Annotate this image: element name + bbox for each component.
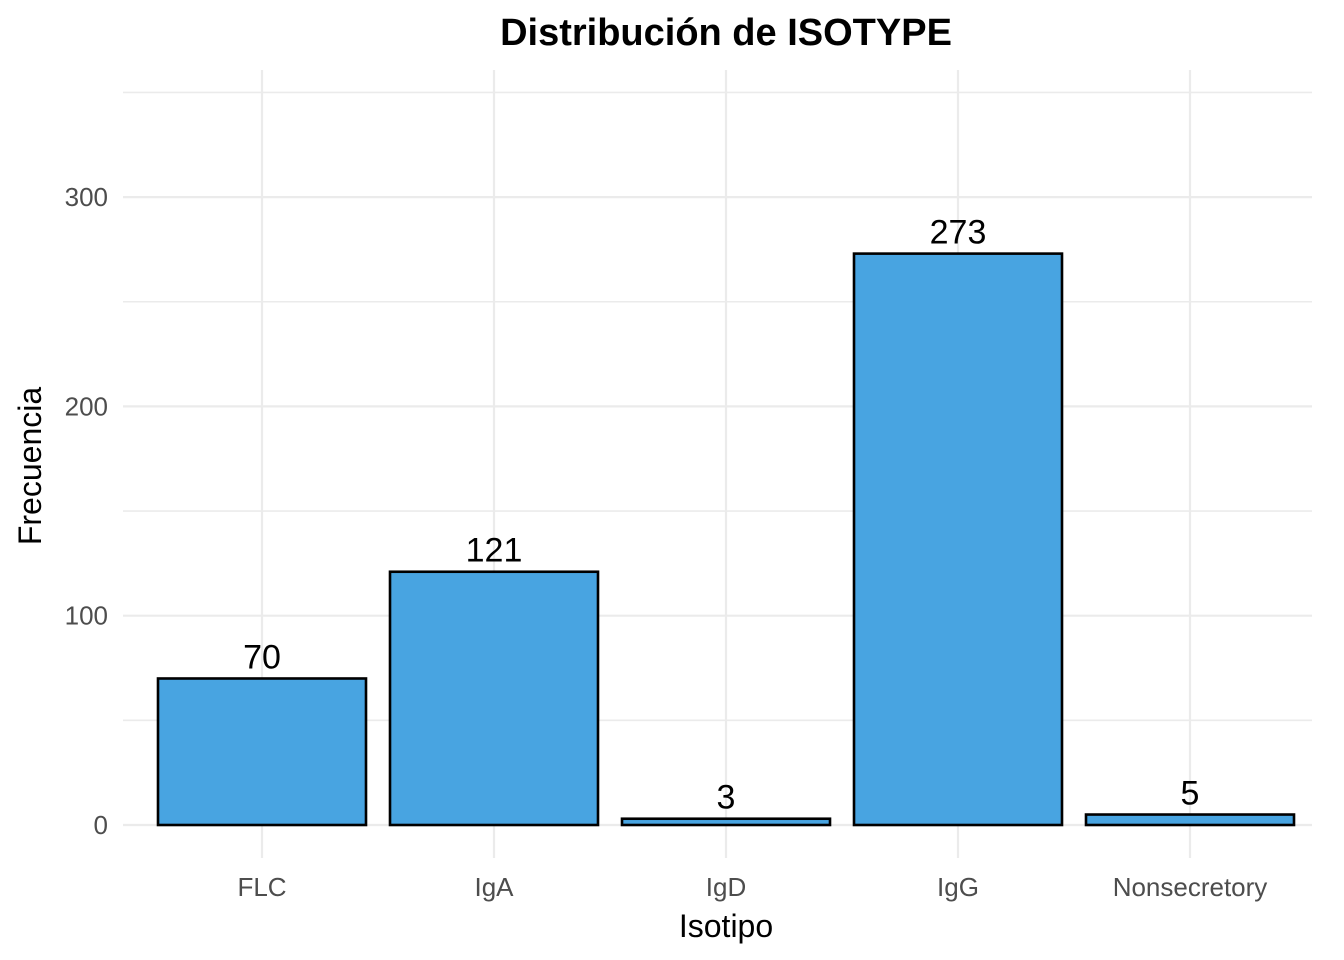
x-tick-label: IgG — [937, 872, 979, 902]
y-tick-label: 200 — [65, 391, 108, 421]
y-tick-label: 100 — [65, 601, 108, 631]
bar-value-label: 121 — [466, 532, 523, 570]
x-tick-label: IgA — [474, 872, 514, 902]
y-axis-ticks: 0 100 200 300 — [65, 182, 108, 840]
chart-title: Distribución de ISOTYPE — [500, 12, 952, 54]
bar-value-label: 70 — [243, 638, 281, 676]
bar-value-label: 5 — [1181, 775, 1200, 813]
bar-flc — [156, 677, 368, 827]
y-tick-label: 0 — [94, 810, 108, 840]
x-tick-label: IgD — [706, 872, 746, 902]
bar-iga — [388, 570, 600, 827]
bar-igg — [852, 252, 1064, 827]
y-tick-label: 300 — [65, 182, 108, 212]
x-axis-title: Isotipo — [679, 908, 773, 944]
bar-nonsecretory — [1084, 813, 1296, 827]
x-tick-label: FLC — [237, 872, 286, 902]
x-axis-ticks: FLC IgA IgD IgG Nonsecretory — [237, 872, 1267, 902]
y-axis-title: Frecuencia — [12, 387, 48, 546]
bar-value-label: 3 — [717, 779, 736, 817]
bars — [156, 252, 1296, 827]
bar-labels: 70 121 3 273 5 — [243, 214, 1199, 817]
bar-igd — [620, 817, 832, 827]
x-tick-label: Nonsecretory — [1113, 872, 1268, 902]
bar-value-label: 273 — [930, 214, 987, 252]
